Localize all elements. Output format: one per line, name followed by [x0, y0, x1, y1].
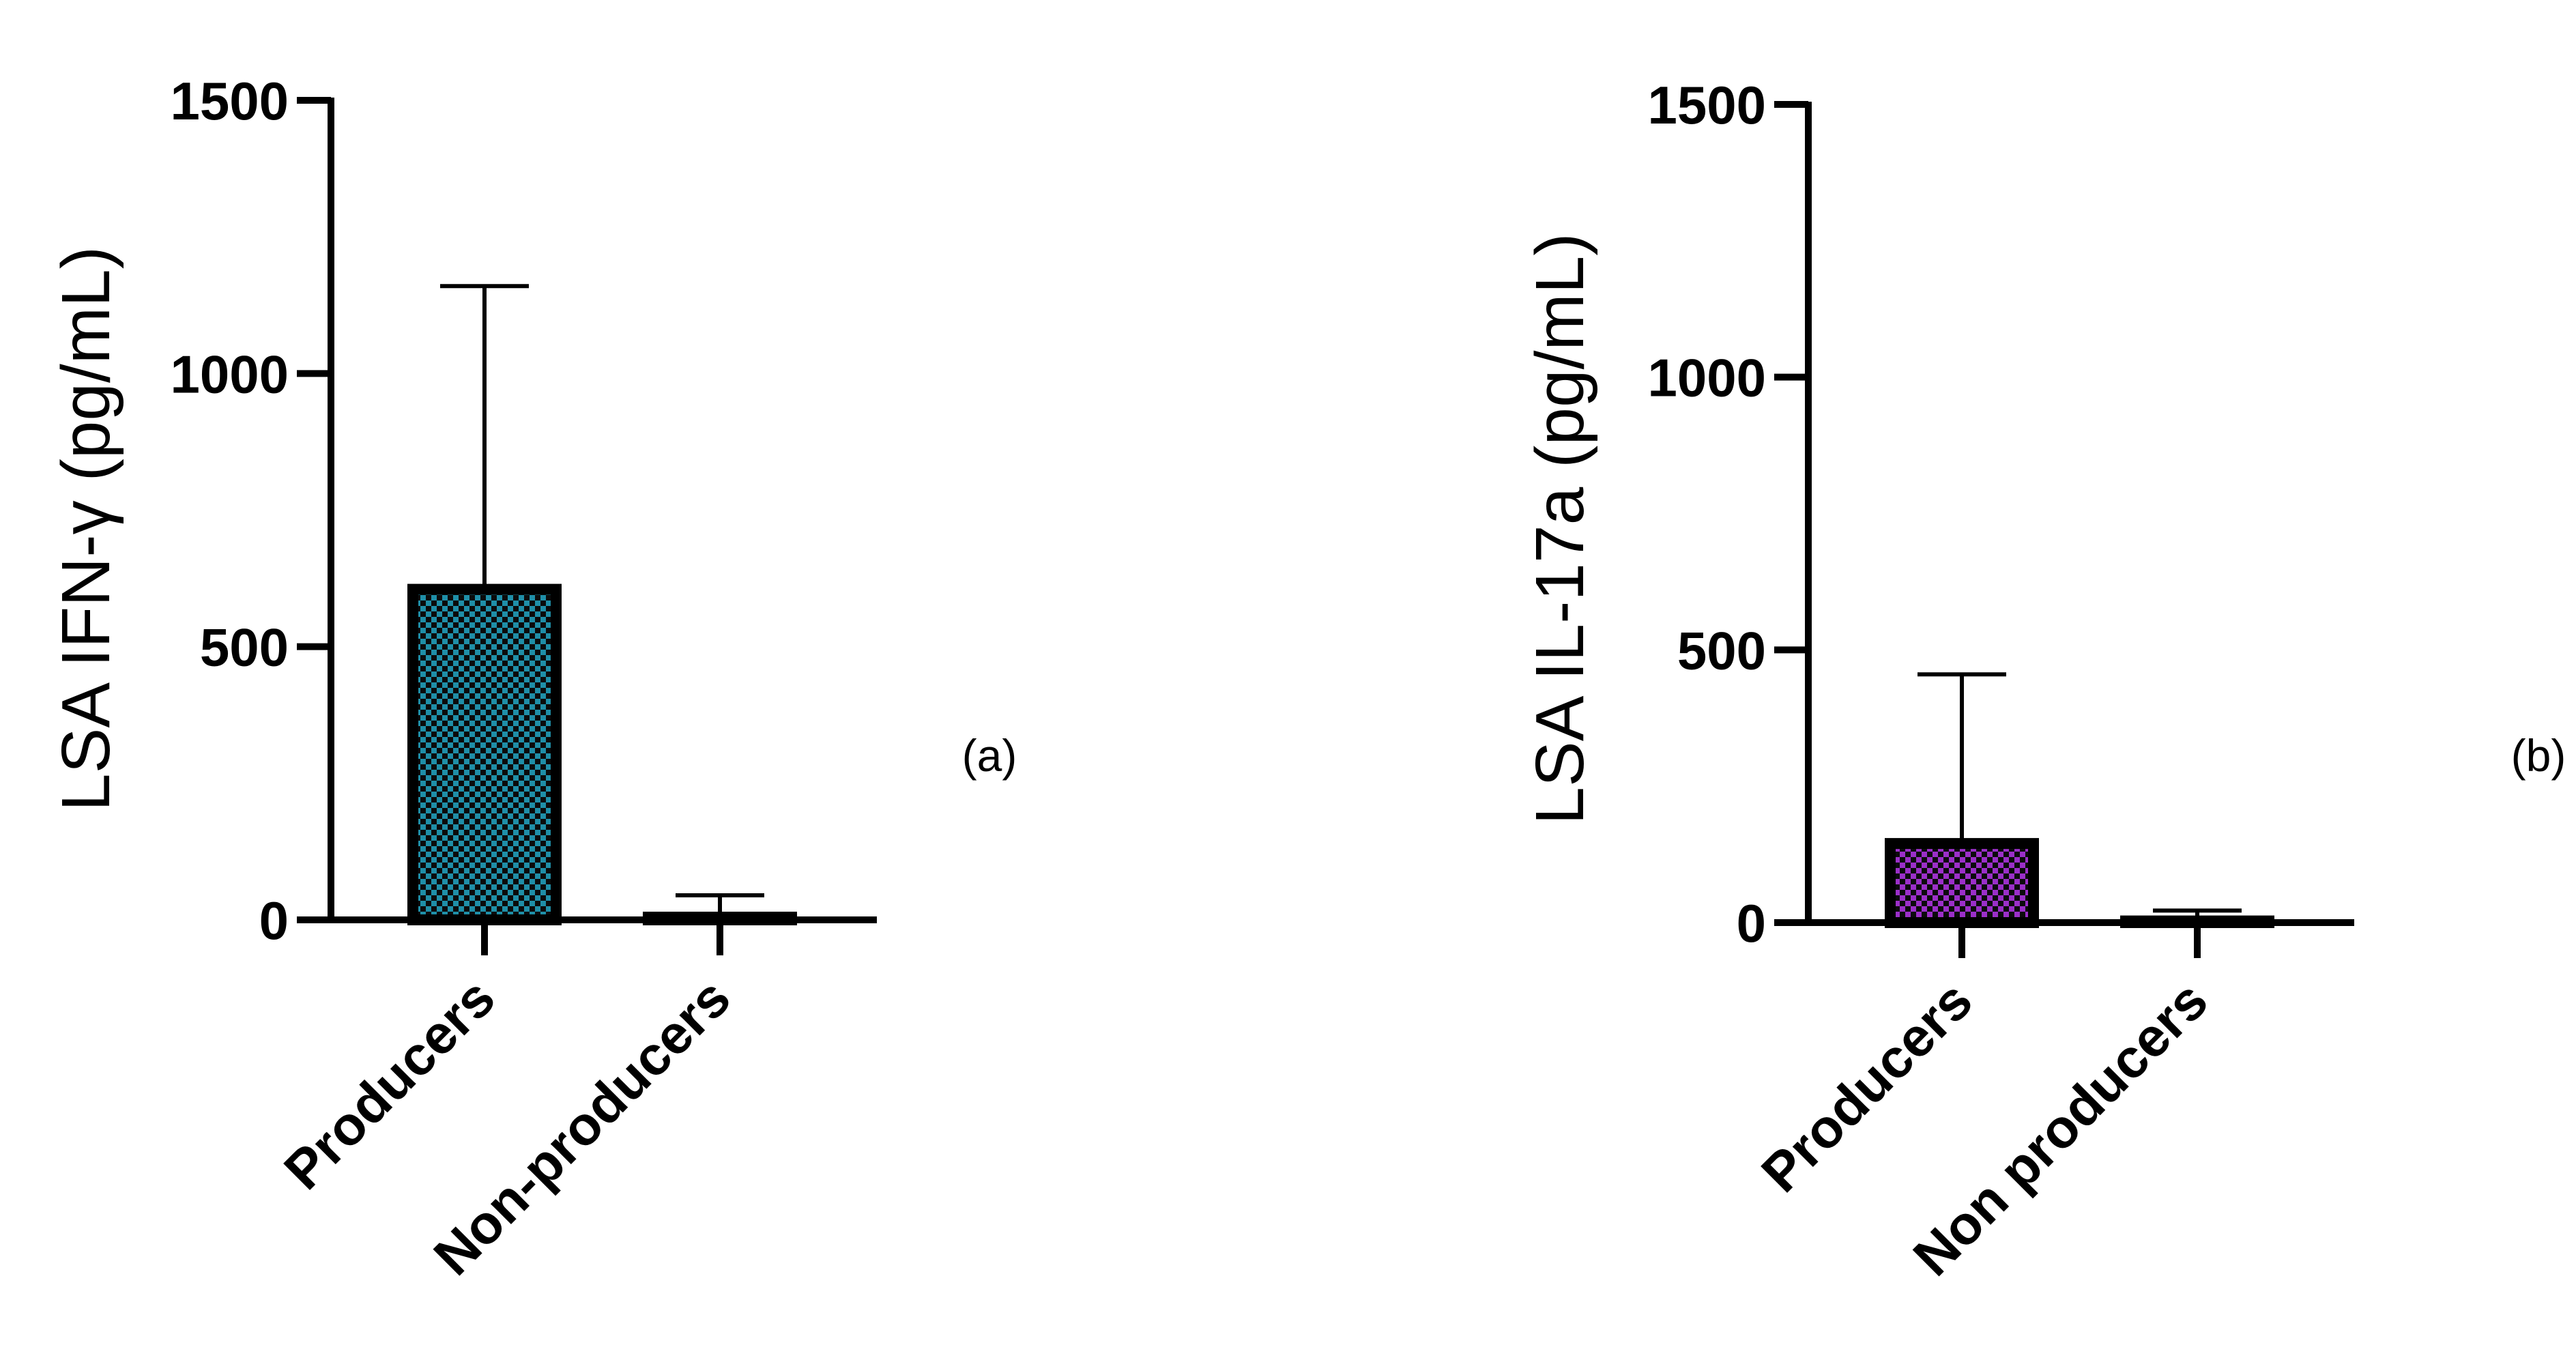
y-tick-label-b-3: 1500 [1647, 75, 1766, 135]
chart-panel-a: LSA IFN-γ (pg/mL) (a) 0 500 1000 1500 Produc… [48, 71, 1017, 1286]
bar-a-0 [407, 583, 562, 925]
y-tick-label-a-0: 0 [259, 891, 289, 951]
panel-label-a: (a) [962, 730, 1017, 781]
y-tick-label-b-2: 1000 [1647, 348, 1766, 408]
y-tick-label-a-2: 1000 [170, 344, 289, 404]
bar-b-0 [1885, 838, 2039, 929]
y-tick-label-b-0: 0 [1737, 893, 1766, 953]
y-tick-label-a-1: 500 [200, 618, 289, 678]
y-tick-label-a-3: 1500 [170, 71, 289, 131]
y-axis-title-b: LSA IL-17a (pg/mL) [1522, 233, 1598, 824]
chart-panel-b: LSA IL-17a (pg/mL) (b) 0 500 1000 1500 Produ… [1522, 75, 2566, 1287]
panel-label-b: (b) [2511, 730, 2566, 781]
y-tick-label-b-1: 500 [1677, 620, 1766, 680]
category-label-b-0: Producers [1750, 970, 1984, 1204]
y-axis-title-a: LSA IFN-γ (pg/mL) [48, 246, 124, 811]
category-label-a-0: Producers [272, 967, 506, 1201]
